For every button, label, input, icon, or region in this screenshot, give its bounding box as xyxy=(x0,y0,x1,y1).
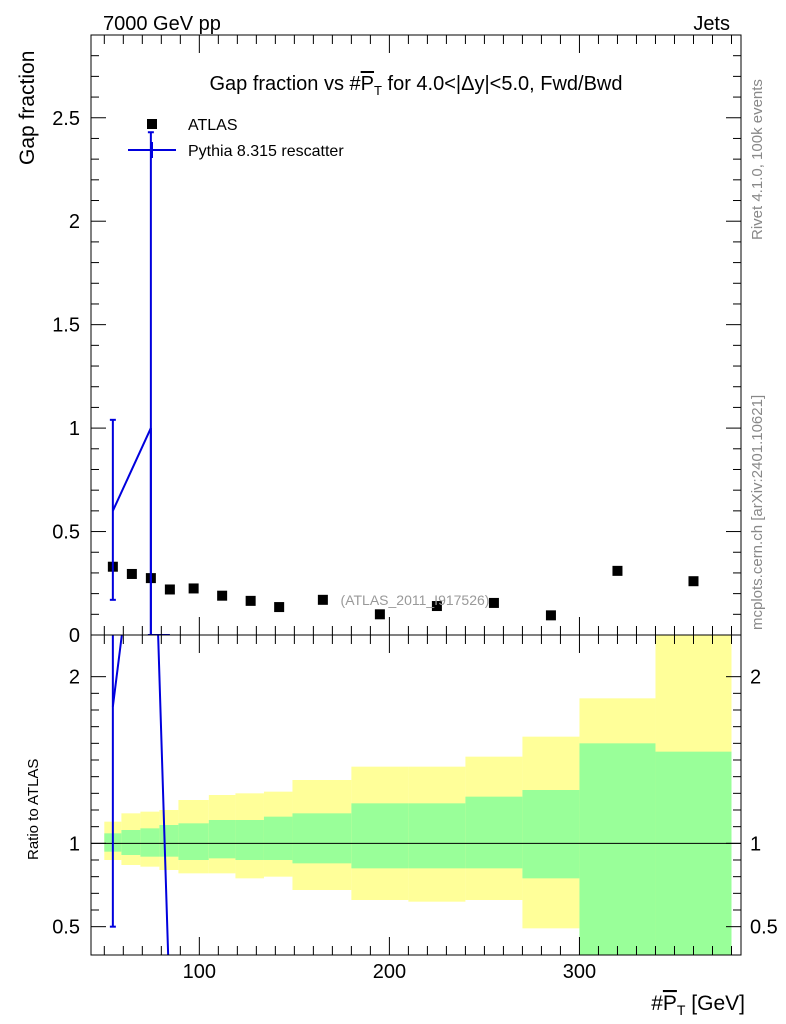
ratio-y-tick-label-right: 2 xyxy=(750,667,761,689)
atlas-data-point xyxy=(612,565,623,576)
ratio-band-inner xyxy=(408,803,466,869)
atlas-data-point xyxy=(488,597,499,608)
x-tick-label: 200 xyxy=(373,961,406,983)
main-y-axis-label: Gap fraction xyxy=(16,51,39,165)
atlas-data-point xyxy=(217,590,228,601)
main-y-tick-label: 1.5 xyxy=(52,315,80,337)
ratio-band-inner xyxy=(235,820,264,860)
atlas-data-point xyxy=(688,576,699,587)
atlas-data-point xyxy=(545,610,556,621)
ratio-bands xyxy=(104,635,732,955)
legend-marker-atlas xyxy=(147,119,157,129)
ratio-band-inner xyxy=(263,816,293,860)
atlas-data-point xyxy=(431,601,442,612)
pythia-ratio-line xyxy=(111,635,170,955)
main-y-tick-label: 2.5 xyxy=(52,108,80,130)
energy-label: 7000 GeV pp xyxy=(103,13,221,35)
x-axis-label: #PT [GeV] xyxy=(651,992,745,1018)
atlas-data-point xyxy=(245,595,256,606)
axes: 0 0.5 1 1.5 2 2.5 0.5 0.5 1 1 2 2 100 200 300 xyxy=(52,35,778,983)
x-tick-label: 300 xyxy=(563,961,596,983)
analysis-watermark: (ATLAS_2011_I917526) xyxy=(341,592,490,608)
atlas-data-point xyxy=(274,602,285,613)
ratio-band-inner xyxy=(655,751,732,955)
pythia-line xyxy=(111,427,170,635)
ratio-band-inner xyxy=(178,823,209,860)
ratio-y-tick-label: 0.5 xyxy=(52,917,80,939)
legend-label-pythia: Pythia 8.315 rescatter xyxy=(188,143,344,160)
rivet-label: Rivet 4.1.0, 100k events xyxy=(749,79,766,240)
ratio-y-tick-label: 1 xyxy=(69,833,80,855)
ratio-band-inner xyxy=(140,828,160,857)
ratio-y-tick-label-right: 0.5 xyxy=(750,917,778,939)
legend-label-atlas: ATLAS xyxy=(188,117,238,134)
mcplots-label: mcplots.cern.ch [arXiv:2401.10621] xyxy=(749,395,766,630)
atlas-data-point xyxy=(188,583,199,594)
ratio-band-inner xyxy=(579,743,656,955)
ratio-band-inner xyxy=(121,830,141,855)
ratio-band-inner xyxy=(351,803,409,869)
main-y-tick-label: 0.5 xyxy=(52,522,80,544)
x-tick-label: 100 xyxy=(183,961,216,983)
ratio-band-inner xyxy=(208,820,236,859)
ratio-band-inner xyxy=(522,790,580,879)
chart-title: Gap fraction vs #PT for 4.0<|Δy|<5.0, Fw… xyxy=(209,73,622,98)
ratio-band-inner xyxy=(465,796,523,869)
atlas-data-point xyxy=(374,609,385,620)
ratio-band-inner xyxy=(292,813,352,864)
main-y-tick-label: 1 xyxy=(69,418,80,440)
main-y-tick-label: 0 xyxy=(69,625,80,647)
main-plot-area xyxy=(107,131,699,635)
ratio-plot-area xyxy=(91,635,741,955)
atlas-data-point xyxy=(126,568,137,579)
main-y-tick-label: 2 xyxy=(69,211,80,233)
atlas-data-point xyxy=(164,584,175,595)
atlas-data-point xyxy=(317,594,328,605)
ratio-band-inner xyxy=(159,825,179,857)
ratio-y-tick-label: 2 xyxy=(69,667,80,689)
ratio-plot-frame xyxy=(90,634,742,956)
ratio-y-axis-label: Ratio to ATLAS xyxy=(25,759,42,860)
ratio-y-tick-label-right: 1 xyxy=(750,833,761,855)
process-label: Jets xyxy=(693,13,730,35)
